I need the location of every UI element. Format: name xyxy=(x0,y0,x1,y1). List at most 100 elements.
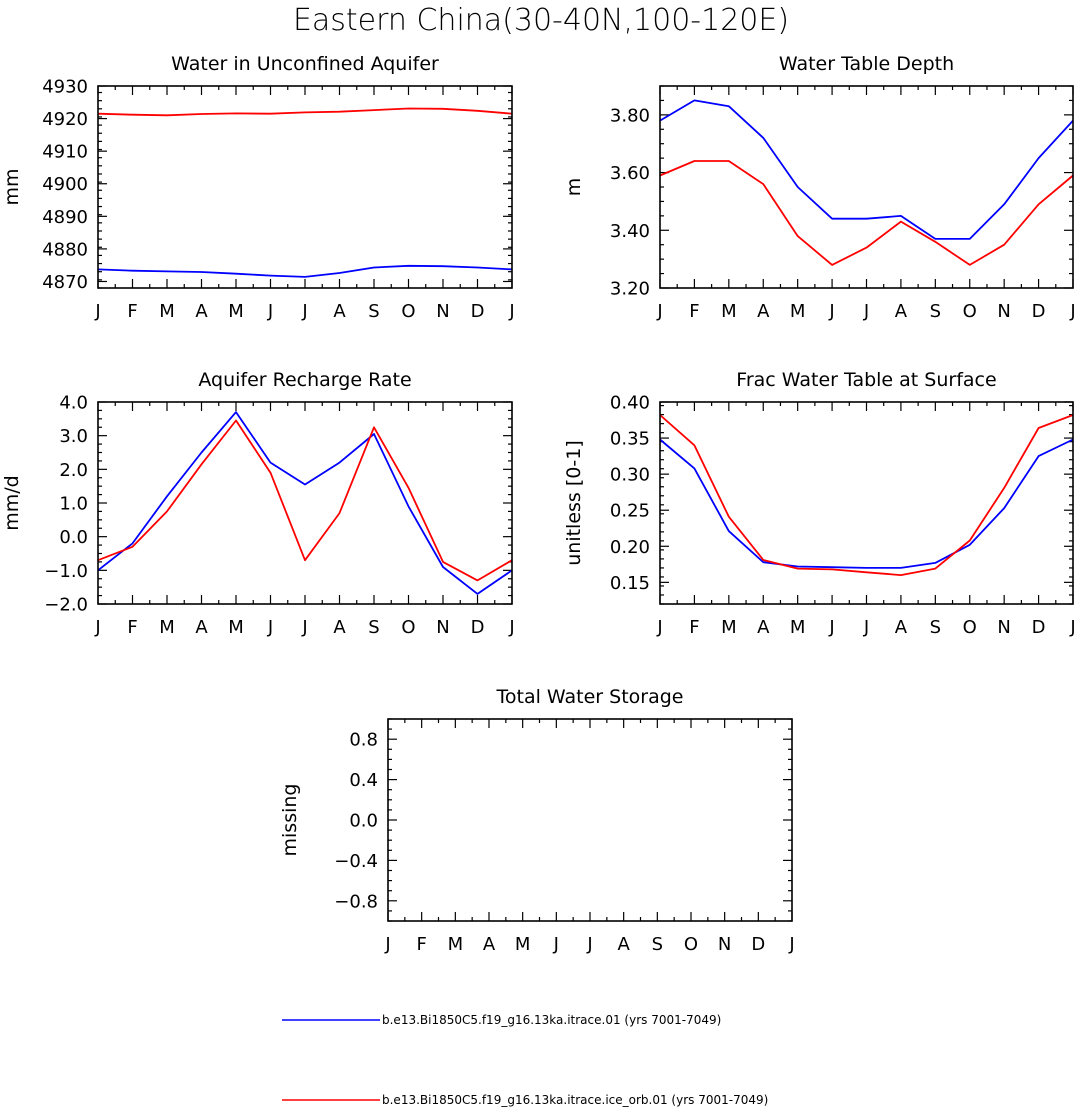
x-tick-label: O xyxy=(401,617,415,638)
x-tick-label: J xyxy=(1069,301,1075,322)
y-tick-label: 0.20 xyxy=(610,537,650,558)
panel-title: Aquifer Recharge Rate xyxy=(198,369,411,391)
x-tick-label: N xyxy=(436,617,449,638)
x-tick-label: A xyxy=(895,301,908,322)
x-tick-label: M xyxy=(790,617,806,638)
series-line-1 xyxy=(659,438,1074,569)
series-line-2 xyxy=(659,160,1074,266)
x-tick-label: J xyxy=(508,617,514,638)
x-tick-label: J xyxy=(828,301,834,322)
x-tick-label: D xyxy=(471,617,485,638)
series-line-1 xyxy=(97,411,513,595)
x-tick-label: N xyxy=(997,301,1010,322)
x-tick-label: J xyxy=(553,934,559,955)
x-tick-label: A xyxy=(895,617,908,638)
panel-title: Total Water Storage xyxy=(496,686,684,708)
x-tick-label: J xyxy=(301,301,307,322)
series-line-2 xyxy=(97,419,513,582)
x-tick-label: J xyxy=(586,934,592,955)
y-tick-label: 4910 xyxy=(42,142,88,163)
x-tick-label: A xyxy=(757,301,770,322)
x-tick-label: M xyxy=(721,617,737,638)
y-tick-label: 0.4 xyxy=(349,770,378,791)
panel-title: Water in Unconfined Aquifer xyxy=(171,53,439,75)
y-tick-label: 4930 xyxy=(42,77,88,98)
legend: b.e13.Bi1850C5.f19_g16.13ka.itrace.01 (y… xyxy=(282,1013,768,1107)
x-tick-label: S xyxy=(930,617,941,638)
y-tick-label: 4920 xyxy=(42,109,88,130)
x-tick-label: J xyxy=(863,301,869,322)
x-tick-label: A xyxy=(483,934,496,955)
y-tick-label: 0.0 xyxy=(59,527,88,548)
x-tick-label: J xyxy=(94,301,100,322)
y-tick-label: 0.0 xyxy=(349,811,378,832)
x-tick-label: J xyxy=(94,617,100,638)
x-tick-label: A xyxy=(195,617,208,638)
y-axis-label: mm xyxy=(1,168,23,205)
series-line-1 xyxy=(659,99,1074,240)
plot-frame xyxy=(387,718,793,922)
series-line-2 xyxy=(97,107,513,117)
y-tick-label: 4890 xyxy=(42,207,88,228)
y-tick-label: 0.30 xyxy=(610,465,650,486)
legend-label-series-1: b.e13.Bi1850C5.f19_g16.13ka.itrace.01 (y… xyxy=(382,1013,721,1027)
y-tick-label: 0.8 xyxy=(349,730,378,751)
x-tick-label: F xyxy=(127,301,137,322)
y-tick-label: 0.15 xyxy=(610,573,650,594)
plot-frame xyxy=(659,401,1074,605)
x-tick-label: A xyxy=(333,617,346,638)
x-tick-label: M xyxy=(721,301,737,322)
x-tick-label: D xyxy=(1032,617,1046,638)
x-tick-label: O xyxy=(963,301,977,322)
x-tick-label: M xyxy=(228,617,244,638)
x-tick-label: S xyxy=(652,934,663,955)
x-tick-label: D xyxy=(751,934,765,955)
x-tick-label: S xyxy=(930,301,941,322)
y-tick-label: −1.0 xyxy=(44,561,88,582)
x-tick-label: A xyxy=(195,301,208,322)
figure-title: Eastern China(30-40N,100-120E) xyxy=(293,3,789,38)
x-tick-label: N xyxy=(997,617,1010,638)
y-axis-label: m xyxy=(563,178,585,197)
x-tick-label: J xyxy=(656,301,662,322)
x-tick-label: O xyxy=(963,617,977,638)
y-tick-label: 3.20 xyxy=(610,279,650,300)
x-tick-label: J xyxy=(828,617,834,638)
y-tick-label: 0.35 xyxy=(610,429,650,450)
x-tick-label: M xyxy=(228,301,244,322)
y-tick-label: 4900 xyxy=(42,174,88,195)
y-tick-label: 3.60 xyxy=(610,163,650,184)
plot-frame xyxy=(659,85,1074,289)
x-tick-label: N xyxy=(718,934,731,955)
y-tick-label: 1.0 xyxy=(59,494,88,515)
plot-frame xyxy=(97,401,513,605)
series-line-2 xyxy=(659,414,1074,576)
x-tick-label: S xyxy=(368,301,379,322)
x-tick-label: D xyxy=(1032,301,1046,322)
x-tick-label: F xyxy=(416,934,426,955)
x-tick-label: F xyxy=(127,617,137,638)
y-tick-label: 3.40 xyxy=(610,221,650,242)
y-tick-label: 4.0 xyxy=(59,393,88,414)
x-tick-label: J xyxy=(788,934,794,955)
x-tick-label: F xyxy=(689,617,699,638)
plot-frame xyxy=(97,85,513,289)
x-tick-label: J xyxy=(267,617,273,638)
x-tick-label: J xyxy=(384,934,390,955)
x-tick-label: M xyxy=(448,934,464,955)
y-axis-label: missing xyxy=(279,784,301,857)
x-tick-label: J xyxy=(656,617,662,638)
panel-title: Frac Water Table at Surface xyxy=(736,369,996,391)
x-tick-label: J xyxy=(1069,617,1075,638)
y-tick-label: 3.0 xyxy=(59,426,88,447)
y-tick-label: 2.0 xyxy=(59,460,88,481)
panel-frac-water-table-at-surface: Frac Water Table at Surface unitless [0-1… xyxy=(563,369,1076,638)
x-tick-label: S xyxy=(368,617,379,638)
x-tick-label: N xyxy=(436,301,449,322)
x-tick-label: J xyxy=(508,301,514,322)
x-tick-label: M xyxy=(159,617,175,638)
x-tick-label: M xyxy=(790,301,806,322)
